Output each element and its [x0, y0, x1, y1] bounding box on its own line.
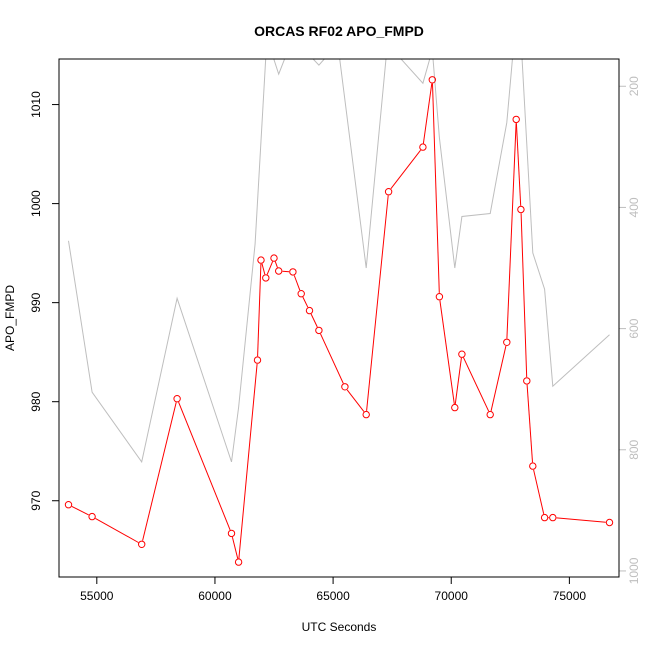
- apo-fmpd-point: [384, 188, 393, 196]
- apo-fmpd-segment: [257, 263, 262, 357]
- apo-fmpd-segment: [71, 505, 89, 516]
- apo-fmpd-point: [64, 501, 73, 509]
- apo-fmpd-segment: [310, 313, 318, 328]
- right-tick-label: 400: [627, 197, 641, 217]
- apo-fmpd-segment: [142, 402, 177, 541]
- apo-fmpd-point: [315, 326, 323, 335]
- apo-fmpd-point: [503, 338, 511, 346]
- apo-fmpd-segment: [266, 261, 274, 275]
- y-tick-label: 990: [29, 292, 43, 312]
- apo-fmpd-point: [523, 377, 531, 385]
- x-tick-label: 70000: [435, 589, 469, 603]
- apo-fmpd-segment: [282, 270, 290, 273]
- y-tick-label: 970: [29, 490, 43, 510]
- x-axis-label: UTC Seconds: [302, 620, 377, 634]
- series-layer: [64, 59, 614, 566]
- apo-fmpd-point: [289, 268, 297, 276]
- apo-fmpd-segment: [526, 384, 533, 463]
- apo-fmpd-segment: [293, 275, 301, 291]
- apo-fmpd-point: [297, 290, 305, 298]
- apo-fmpd-point: [486, 410, 494, 419]
- apo-fmpd-segment: [302, 296, 309, 308]
- apo-fmpd-segment: [506, 123, 517, 339]
- apo-fmpd-segment: [490, 345, 507, 412]
- x-tick-label: 65000: [316, 589, 350, 603]
- y-tick-label: 980: [29, 391, 43, 411]
- apo-fmpd-point: [227, 529, 236, 538]
- y-tick-label: 1000: [29, 190, 43, 217]
- apo-fmpd-segment: [463, 357, 490, 412]
- apo-fmpd-segment: [231, 536, 239, 559]
- apo-fmpd-segment: [533, 469, 545, 515]
- right-tick-label: 1000: [627, 557, 641, 584]
- apo-fmpd-segment: [439, 300, 455, 404]
- apo-fmpd-segment: [274, 261, 278, 268]
- apo-fmpd-point: [419, 143, 427, 151]
- apo-fmpd-segment: [422, 83, 433, 144]
- secondary-series-line: [68, 59, 610, 464]
- apo-fmpd-point: [257, 256, 265, 264]
- apo-fmpd-segment: [432, 83, 440, 293]
- apo-fmpd-segment: [454, 357, 462, 404]
- apo-fmpd-point: [435, 293, 444, 301]
- apo-fmpd-segment: [261, 263, 266, 275]
- apo-fmpd-point: [173, 395, 181, 403]
- apo-fmpd-segment: [515, 123, 522, 206]
- apo-fmpd-point: [88, 512, 96, 521]
- apo-fmpd-point: [253, 356, 262, 364]
- apo-fmpd-point: [234, 558, 243, 566]
- apo-fmpd-point: [605, 518, 614, 527]
- apo-fmpd-point: [517, 205, 525, 214]
- y-axis-label: APO_FMPD: [3, 285, 17, 351]
- apo-fmpd-segment: [346, 389, 365, 412]
- plot-frame: [58, 58, 620, 578]
- right-axis-ticks: 200 400 600 800 1000: [619, 76, 641, 584]
- apo-fmpd-segment: [366, 195, 389, 411]
- apo-fmpd-point: [529, 462, 537, 470]
- right-tick-label: 200: [627, 76, 641, 96]
- x-tick-label: 75000: [553, 589, 587, 603]
- apo-fmpd-point: [540, 513, 549, 522]
- apo-fmpd-point: [305, 306, 314, 315]
- apo-fmpd-point: [451, 403, 459, 412]
- x-tick-label: 60000: [198, 589, 232, 603]
- apo-fmpd-point: [362, 410, 370, 419]
- x-axis-ticks: 55000 60000 65000 70000 75000: [80, 577, 586, 603]
- apo-fmpd-point: [275, 267, 283, 275]
- apo-fmpd-point: [512, 115, 520, 124]
- right-tick-label: 600: [627, 318, 641, 338]
- right-tick-label: 800: [627, 439, 641, 459]
- apo-fmpd-point: [549, 513, 557, 522]
- apo-fmpd-point: [341, 383, 349, 391]
- apo-fmpd-point: [458, 350, 466, 358]
- apo-fmpd-segment: [238, 363, 258, 559]
- apo-fmpd-segment: [178, 402, 231, 531]
- apo-fmpd-point: [428, 76, 436, 84]
- y-axis-ticks: 970 980 990 1000 1010: [29, 91, 59, 511]
- apo-fmpd-segment: [520, 213, 528, 378]
- chart-title: ORCAS RF02 APO_FMPD: [254, 23, 424, 39]
- apo-fmpd-segment: [556, 517, 606, 523]
- apo-fmpd-point: [138, 540, 146, 548]
- y-tick-label: 1010: [29, 91, 43, 118]
- apo-fmpd-segment: [390, 149, 421, 190]
- x-tick-label: 55000: [80, 589, 114, 603]
- apo-fmpd-segment: [320, 333, 344, 384]
- apo-fmpd-point: [262, 274, 270, 282]
- apo-fmpd-segment: [95, 517, 139, 543]
- apo-fmpd-point: [270, 254, 278, 262]
